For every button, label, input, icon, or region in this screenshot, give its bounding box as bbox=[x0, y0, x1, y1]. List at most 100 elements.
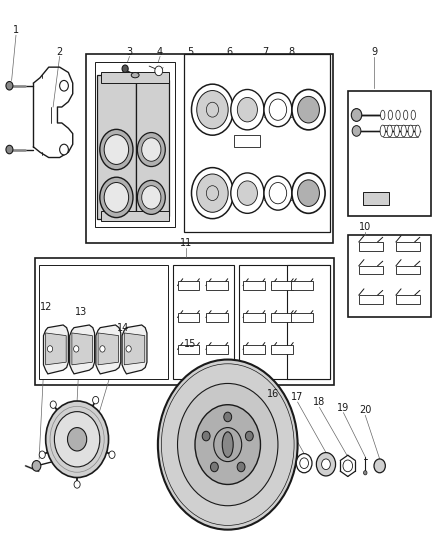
Bar bbox=[291, 281, 313, 290]
Circle shape bbox=[197, 174, 228, 212]
Text: 7: 7 bbox=[262, 46, 268, 56]
Bar bbox=[348, 91, 431, 216]
Circle shape bbox=[158, 360, 297, 530]
Circle shape bbox=[197, 91, 228, 129]
Polygon shape bbox=[122, 325, 147, 374]
Bar bbox=[272, 281, 293, 290]
Circle shape bbox=[74, 346, 79, 352]
Circle shape bbox=[374, 459, 385, 473]
Circle shape bbox=[297, 180, 319, 206]
Circle shape bbox=[195, 405, 261, 484]
Circle shape bbox=[142, 185, 161, 209]
Bar bbox=[359, 242, 383, 251]
Polygon shape bbox=[124, 333, 145, 365]
Circle shape bbox=[100, 346, 105, 352]
Circle shape bbox=[109, 451, 115, 458]
Text: 15: 15 bbox=[184, 339, 197, 349]
Bar bbox=[206, 345, 228, 354]
Ellipse shape bbox=[396, 110, 400, 120]
Circle shape bbox=[269, 99, 287, 120]
Bar bbox=[291, 313, 313, 322]
Circle shape bbox=[264, 93, 292, 127]
Bar bbox=[359, 266, 383, 274]
Text: 1: 1 bbox=[13, 25, 19, 35]
Circle shape bbox=[352, 126, 361, 136]
Circle shape bbox=[214, 427, 242, 462]
Bar bbox=[396, 266, 420, 274]
Text: 13: 13 bbox=[75, 307, 88, 317]
Polygon shape bbox=[46, 333, 66, 365]
Text: 9: 9 bbox=[371, 46, 377, 56]
Circle shape bbox=[92, 397, 99, 404]
Text: 10: 10 bbox=[359, 222, 371, 232]
Circle shape bbox=[351, 109, 362, 122]
Bar bbox=[243, 345, 265, 354]
Ellipse shape bbox=[408, 125, 413, 137]
Ellipse shape bbox=[394, 125, 399, 137]
Text: 4: 4 bbox=[157, 46, 163, 56]
Circle shape bbox=[138, 133, 165, 166]
Bar bbox=[243, 313, 265, 322]
Circle shape bbox=[32, 461, 41, 471]
Ellipse shape bbox=[131, 72, 139, 78]
Circle shape bbox=[100, 177, 133, 217]
Circle shape bbox=[237, 181, 258, 205]
Circle shape bbox=[224, 412, 232, 422]
Bar bbox=[39, 265, 168, 379]
Circle shape bbox=[343, 460, 353, 472]
Circle shape bbox=[54, 411, 100, 467]
Text: 11: 11 bbox=[180, 238, 192, 248]
Bar bbox=[101, 72, 169, 83]
Circle shape bbox=[300, 458, 308, 469]
Circle shape bbox=[60, 144, 68, 155]
Bar bbox=[136, 80, 169, 216]
Bar bbox=[272, 345, 293, 354]
Bar bbox=[359, 295, 383, 304]
Circle shape bbox=[210, 462, 218, 472]
Bar bbox=[396, 242, 420, 251]
Circle shape bbox=[104, 135, 129, 165]
Ellipse shape bbox=[222, 432, 233, 457]
Bar bbox=[206, 313, 228, 322]
Circle shape bbox=[292, 173, 325, 213]
Circle shape bbox=[364, 471, 367, 475]
Bar bbox=[177, 345, 199, 354]
Bar bbox=[177, 313, 199, 322]
Circle shape bbox=[60, 80, 68, 91]
Bar bbox=[206, 281, 228, 290]
Circle shape bbox=[296, 454, 312, 473]
Circle shape bbox=[138, 180, 165, 214]
Polygon shape bbox=[98, 333, 119, 365]
Circle shape bbox=[104, 182, 129, 212]
Circle shape bbox=[39, 451, 45, 458]
Circle shape bbox=[321, 459, 330, 470]
Circle shape bbox=[231, 90, 264, 130]
Text: 3: 3 bbox=[127, 46, 133, 56]
Circle shape bbox=[269, 182, 287, 204]
Circle shape bbox=[100, 130, 133, 169]
Ellipse shape bbox=[387, 125, 392, 137]
Bar bbox=[184, 54, 330, 232]
Text: 19: 19 bbox=[337, 403, 350, 413]
Ellipse shape bbox=[388, 110, 392, 120]
Text: 2: 2 bbox=[57, 46, 63, 56]
Circle shape bbox=[122, 65, 128, 72]
Circle shape bbox=[237, 98, 258, 122]
Circle shape bbox=[46, 401, 109, 478]
Bar bbox=[173, 265, 234, 379]
Polygon shape bbox=[96, 325, 121, 374]
Circle shape bbox=[191, 167, 233, 219]
Text: 8: 8 bbox=[288, 46, 294, 56]
Polygon shape bbox=[43, 325, 68, 374]
Text: 20: 20 bbox=[359, 406, 371, 415]
Ellipse shape bbox=[380, 125, 385, 137]
Text: 16: 16 bbox=[268, 390, 280, 399]
Text: 5: 5 bbox=[187, 46, 194, 56]
Text: 18: 18 bbox=[313, 398, 325, 407]
Circle shape bbox=[6, 82, 13, 90]
Circle shape bbox=[177, 383, 278, 506]
Bar bbox=[287, 265, 330, 379]
Ellipse shape bbox=[401, 125, 406, 137]
Bar bbox=[234, 135, 261, 147]
Circle shape bbox=[297, 96, 319, 123]
